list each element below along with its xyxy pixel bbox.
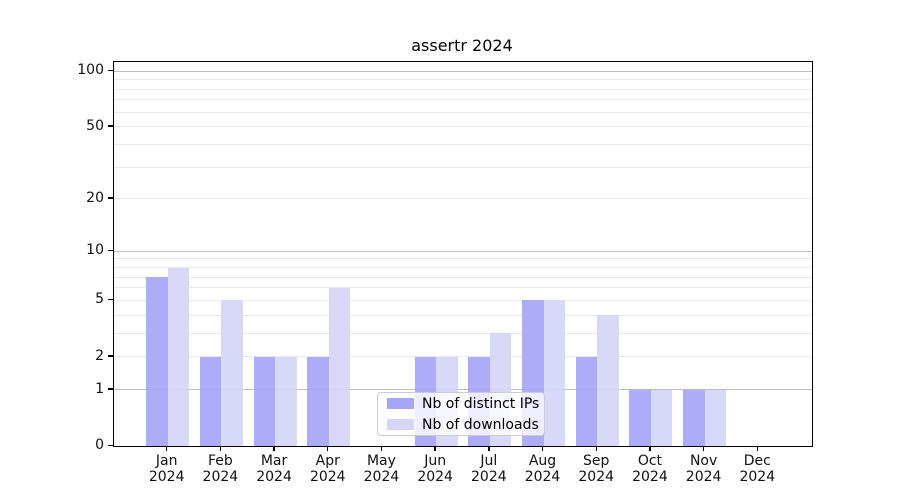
y-tick-label-50: 50 — [86, 117, 104, 134]
y-tick-label-0: 0 — [95, 437, 104, 453]
x-tick-oct-2024 — [649, 446, 651, 452]
bar-nb-of-distinct-ips-mar-2024 — [253, 356, 276, 446]
y-tick-label-2: 2 — [95, 347, 104, 364]
y-gridline-6 — [114, 287, 812, 289]
legend-label-downloads: Nb of downloads — [422, 416, 539, 433]
y-gridline-60 — [114, 111, 812, 113]
y-tick-label-10: 10 — [86, 242, 104, 259]
y-gridline-30 — [114, 166, 812, 168]
x-tick-aug-2024 — [541, 446, 544, 452]
y-tick-100 — [108, 69, 113, 71]
legend: Nb of distinct IPs Nb of downloads — [377, 392, 545, 436]
x-tick-sep-2024 — [595, 446, 597, 452]
x-tick-label-oct-2024: Oct 2024 — [632, 453, 668, 485]
legend-swatch-downloads — [387, 419, 414, 430]
bar-nb-of-downloads-nov-2024 — [704, 389, 727, 446]
x-tick-may-2024 — [380, 446, 383, 452]
x-tick-label-nov-2024: Nov 2024 — [685, 453, 722, 485]
x-tick-label-dec-2024: Dec 2024 — [739, 453, 776, 485]
y-gridline-1 — [114, 389, 812, 391]
y-gridline-90 — [114, 79, 812, 81]
legend-label-distinct-ips: Nb of distinct IPs — [422, 395, 540, 412]
x-tick-dec-2024 — [756, 446, 758, 452]
x-tick-label-mar-2024: Mar 2024 — [256, 453, 292, 485]
y-gridline-50 — [114, 126, 812, 128]
x-tick-label-may-2024: May 2024 — [363, 453, 400, 485]
x-tick-feb-2024 — [219, 446, 222, 452]
y-gridline-7 — [114, 276, 812, 278]
y-tick-20 — [108, 197, 113, 199]
y-tick-10 — [108, 249, 113, 252]
x-tick-jun-2024 — [434, 446, 436, 452]
x-tick-jan-2024 — [165, 446, 168, 452]
y-tick-label-1: 1 — [95, 380, 104, 397]
bar-nb-of-distinct-ips-nov-2024 — [683, 389, 705, 446]
x-tick-label-jun-2024: Jun 2024 — [417, 453, 453, 485]
y-gridline-20 — [114, 198, 812, 200]
bar-nb-of-downloads-mar-2024 — [275, 356, 297, 446]
y-tick-0 — [108, 444, 113, 446]
bar-nb-of-distinct-ips-apr-2024 — [307, 356, 329, 446]
bar-nb-of-distinct-ips-sep-2024 — [575, 356, 598, 446]
y-gridline-5 — [114, 299, 812, 301]
bar-nb-of-downloads-jan-2024 — [167, 267, 190, 446]
bar-nb-of-distinct-ips-feb-2024 — [199, 356, 222, 446]
y-tick-label-5: 5 — [95, 291, 104, 308]
bar-nb-of-downloads-apr-2024 — [328, 287, 351, 446]
bar-nb-of-downloads-sep-2024 — [597, 315, 619, 446]
legend-item-distinct-ips: Nb of distinct IPs — [387, 395, 539, 412]
bar-nb-of-distinct-ips-oct-2024 — [629, 389, 651, 446]
y-tick-label-20: 20 — [86, 189, 104, 206]
x-tick-label-jan-2024: Jan 2024 — [148, 453, 185, 485]
y-gridline-2 — [114, 356, 812, 358]
x-tick-label-feb-2024: Feb 2024 — [202, 453, 239, 485]
x-tick-mar-2024 — [273, 446, 275, 452]
y-gridline-8 — [114, 267, 812, 269]
y-tick-1 — [108, 388, 113, 390]
y-tick-5 — [108, 298, 113, 301]
x-tick-label-sep-2024: Sep 2024 — [578, 453, 615, 485]
y-tick-2 — [108, 355, 113, 357]
y-gridline-3 — [114, 332, 812, 334]
x-tick-label-aug-2024: Aug 2024 — [524, 453, 561, 485]
y-gridline-4 — [114, 314, 812, 316]
y-tick-50 — [108, 125, 113, 127]
y-gridline-10 — [114, 250, 812, 252]
x-tick-apr-2024 — [327, 446, 329, 452]
x-tick-label-jul-2024: Jul 2024 — [471, 453, 507, 485]
bar-nb-of-downloads-feb-2024 — [221, 300, 243, 446]
y-gridline-70 — [114, 99, 812, 101]
y-gridline-40 — [114, 143, 812, 145]
bar-nb-of-downloads-oct-2024 — [650, 389, 673, 446]
y-gridline-80 — [114, 88, 812, 90]
x-tick-nov-2024 — [702, 446, 705, 452]
y-gridline-100 — [114, 70, 812, 72]
bar-nb-of-downloads-aug-2024 — [543, 300, 566, 446]
plot-area: Nb of distinct IPs Nb of downloads — [113, 61, 813, 447]
x-tick-label-apr-2024: Apr 2024 — [309, 453, 346, 485]
x-tick-jul-2024 — [488, 446, 490, 452]
y-tick-label-100: 100 — [77, 62, 104, 79]
chart-title: assertr 2024 — [411, 36, 513, 55]
y-gridline-9 — [114, 258, 812, 260]
bar-nb-of-distinct-ips-jan-2024 — [146, 277, 168, 446]
legend-item-downloads: Nb of downloads — [387, 416, 539, 433]
legend-swatch-distinct-ips — [387, 398, 414, 409]
